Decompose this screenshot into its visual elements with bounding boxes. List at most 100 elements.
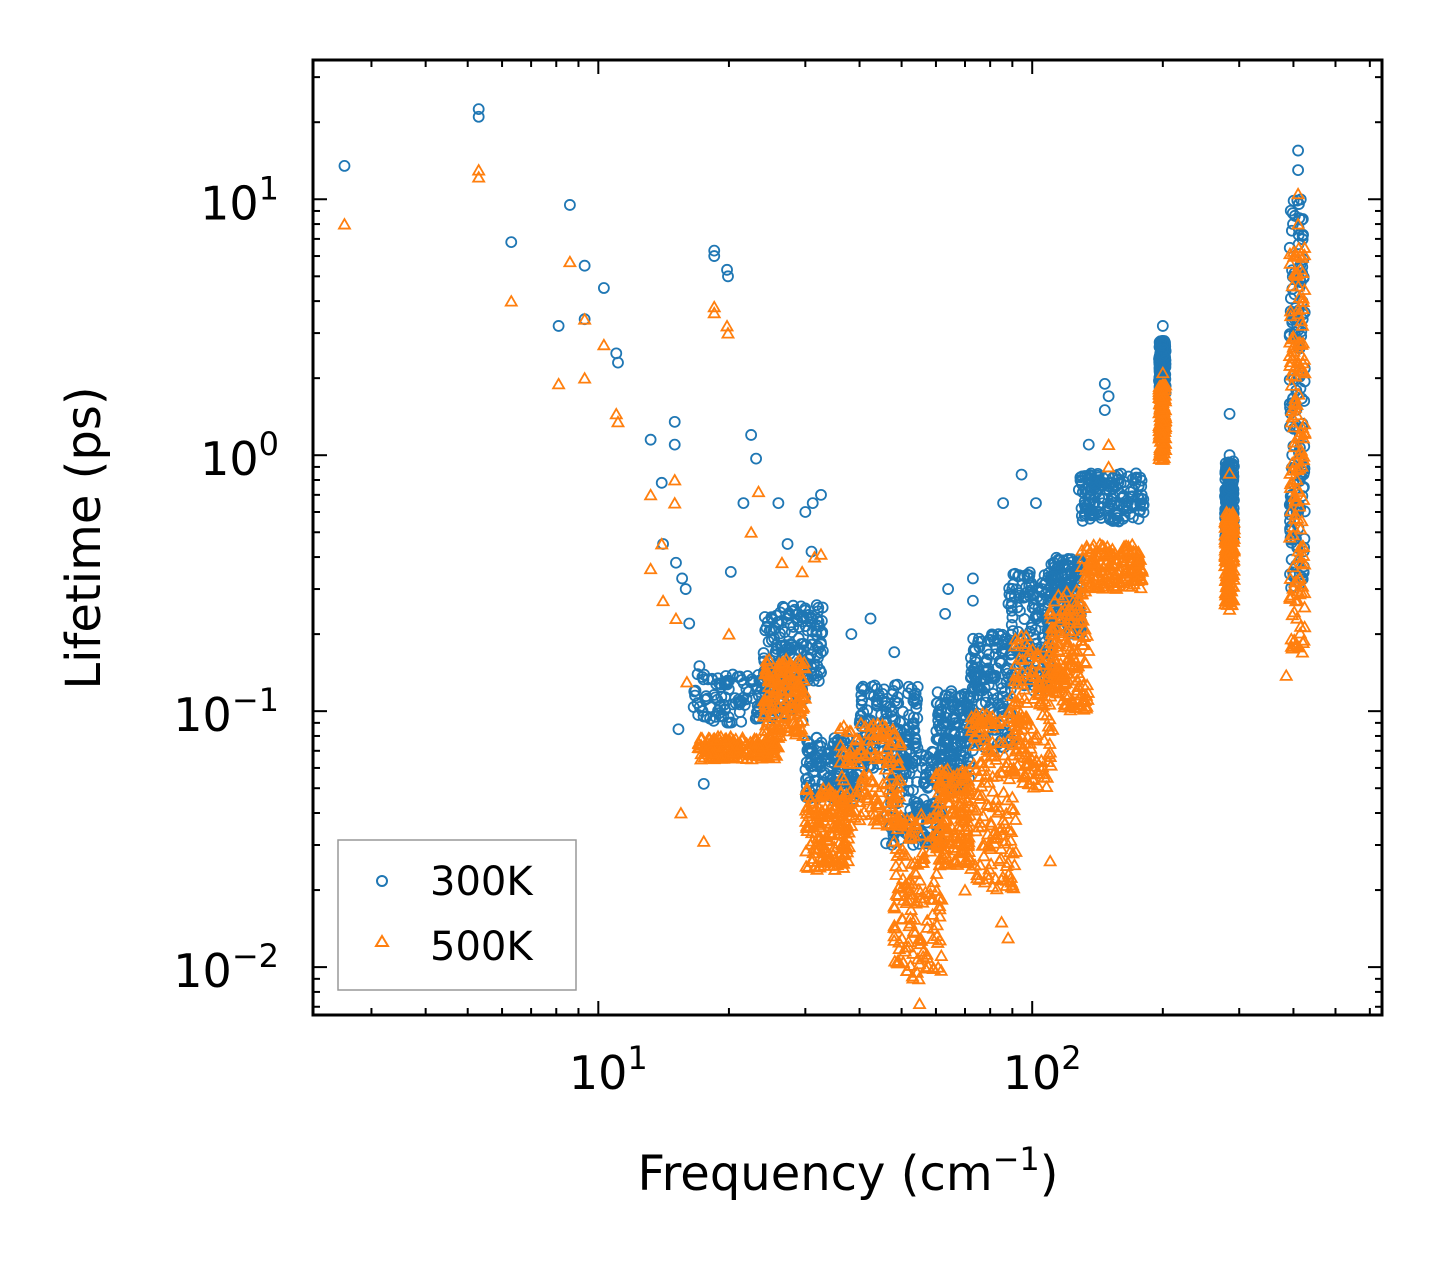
point-300k — [1064, 573, 1076, 586]
point-300k — [976, 684, 989, 697]
point-300k — [845, 628, 858, 641]
point-500k — [1008, 812, 1023, 825]
point-500k — [852, 812, 867, 826]
point-300k — [939, 607, 952, 620]
point-300k — [1104, 498, 1117, 510]
point-500k — [1022, 672, 1037, 686]
point-500k — [825, 805, 840, 818]
point-500k — [1062, 700, 1077, 713]
point-500k — [1079, 688, 1094, 701]
point-300k — [772, 497, 785, 509]
point-300k — [799, 620, 812, 633]
point-500k — [800, 782, 815, 795]
point-500k — [961, 835, 976, 848]
point-500k — [979, 768, 994, 781]
point-500k — [870, 817, 885, 830]
x-tick-label: 101 — [569, 1039, 648, 1100]
point-500k — [916, 949, 931, 962]
point-500k — [1287, 439, 1302, 453]
point-500k — [1061, 639, 1076, 652]
point-300k — [765, 624, 778, 636]
point-500k — [766, 681, 781, 694]
point-300k — [1005, 619, 1018, 631]
point-500k — [852, 783, 867, 797]
point-300k — [888, 646, 901, 659]
point-500k — [933, 838, 948, 852]
point-300k — [915, 748, 927, 761]
point-500k — [1287, 338, 1302, 351]
point-500k — [1282, 590, 1297, 603]
point-500k — [1121, 543, 1136, 556]
point-300k — [1292, 164, 1304, 176]
point-500k — [879, 729, 895, 742]
point-300k — [799, 506, 812, 518]
point-500k — [873, 810, 888, 823]
point-300k — [1223, 449, 1236, 462]
point-500k — [863, 741, 878, 754]
point-300k — [1137, 500, 1149, 512]
point-300k — [338, 159, 351, 172]
point-500k — [1219, 593, 1234, 606]
point-500k — [802, 789, 817, 802]
point-500k — [655, 593, 671, 607]
point-500k — [1156, 452, 1171, 465]
point-500k — [1088, 562, 1103, 575]
point-300k — [1015, 468, 1028, 481]
point-500k — [976, 849, 991, 862]
point-500k — [972, 872, 987, 885]
point-500k — [1286, 581, 1301, 594]
point-500k — [783, 701, 798, 714]
point-500k — [892, 818, 907, 831]
point-500k — [999, 873, 1014, 886]
point-500k — [1279, 668, 1294, 681]
point-500k — [1072, 628, 1087, 641]
point-500k — [914, 807, 929, 820]
point-500k — [777, 719, 792, 733]
point-500k — [765, 746, 780, 759]
point-500k — [1288, 507, 1303, 520]
point-500k — [1153, 400, 1168, 413]
point-500k — [901, 934, 916, 948]
point-500k — [1286, 519, 1301, 533]
point-500k — [1029, 727, 1044, 740]
point-500k — [969, 871, 985, 884]
point-500k — [842, 803, 857, 816]
point-500k — [679, 675, 694, 688]
point-500k — [1024, 751, 1039, 764]
point-300k — [942, 732, 955, 745]
point-500k — [977, 875, 992, 888]
point-500k — [667, 496, 682, 509]
point-500k — [1059, 584, 1074, 598]
point-300k — [864, 612, 877, 625]
point-300k — [998, 636, 1010, 648]
point-500k — [884, 768, 899, 781]
point-300k — [824, 769, 837, 782]
point-300k — [742, 685, 755, 698]
point-500k — [1030, 763, 1045, 777]
point-500k — [668, 611, 684, 624]
point-300k — [1078, 509, 1091, 522]
point-300k — [1285, 224, 1298, 237]
point-500k — [761, 750, 776, 763]
point-500k — [1284, 639, 1299, 652]
y-tick-label: 10−1 — [173, 681, 279, 742]
point-500k — [996, 785, 1011, 798]
point-500k — [775, 655, 790, 668]
point-300k — [1018, 613, 1031, 625]
point-300k — [1288, 209, 1301, 222]
point-500k — [916, 944, 931, 957]
point-500k — [790, 654, 805, 668]
point-500k — [907, 855, 922, 869]
point-500k — [1046, 648, 1061, 661]
point-500k — [1049, 679, 1064, 692]
point-500k — [799, 820, 814, 833]
point-500k — [709, 733, 724, 746]
point-500k — [890, 780, 905, 793]
point-500k — [1035, 657, 1050, 670]
point-300k — [745, 673, 758, 686]
point-500k — [1153, 391, 1168, 404]
point-500k — [1295, 446, 1310, 459]
point-500k — [887, 918, 902, 931]
point-300k — [563, 199, 576, 211]
